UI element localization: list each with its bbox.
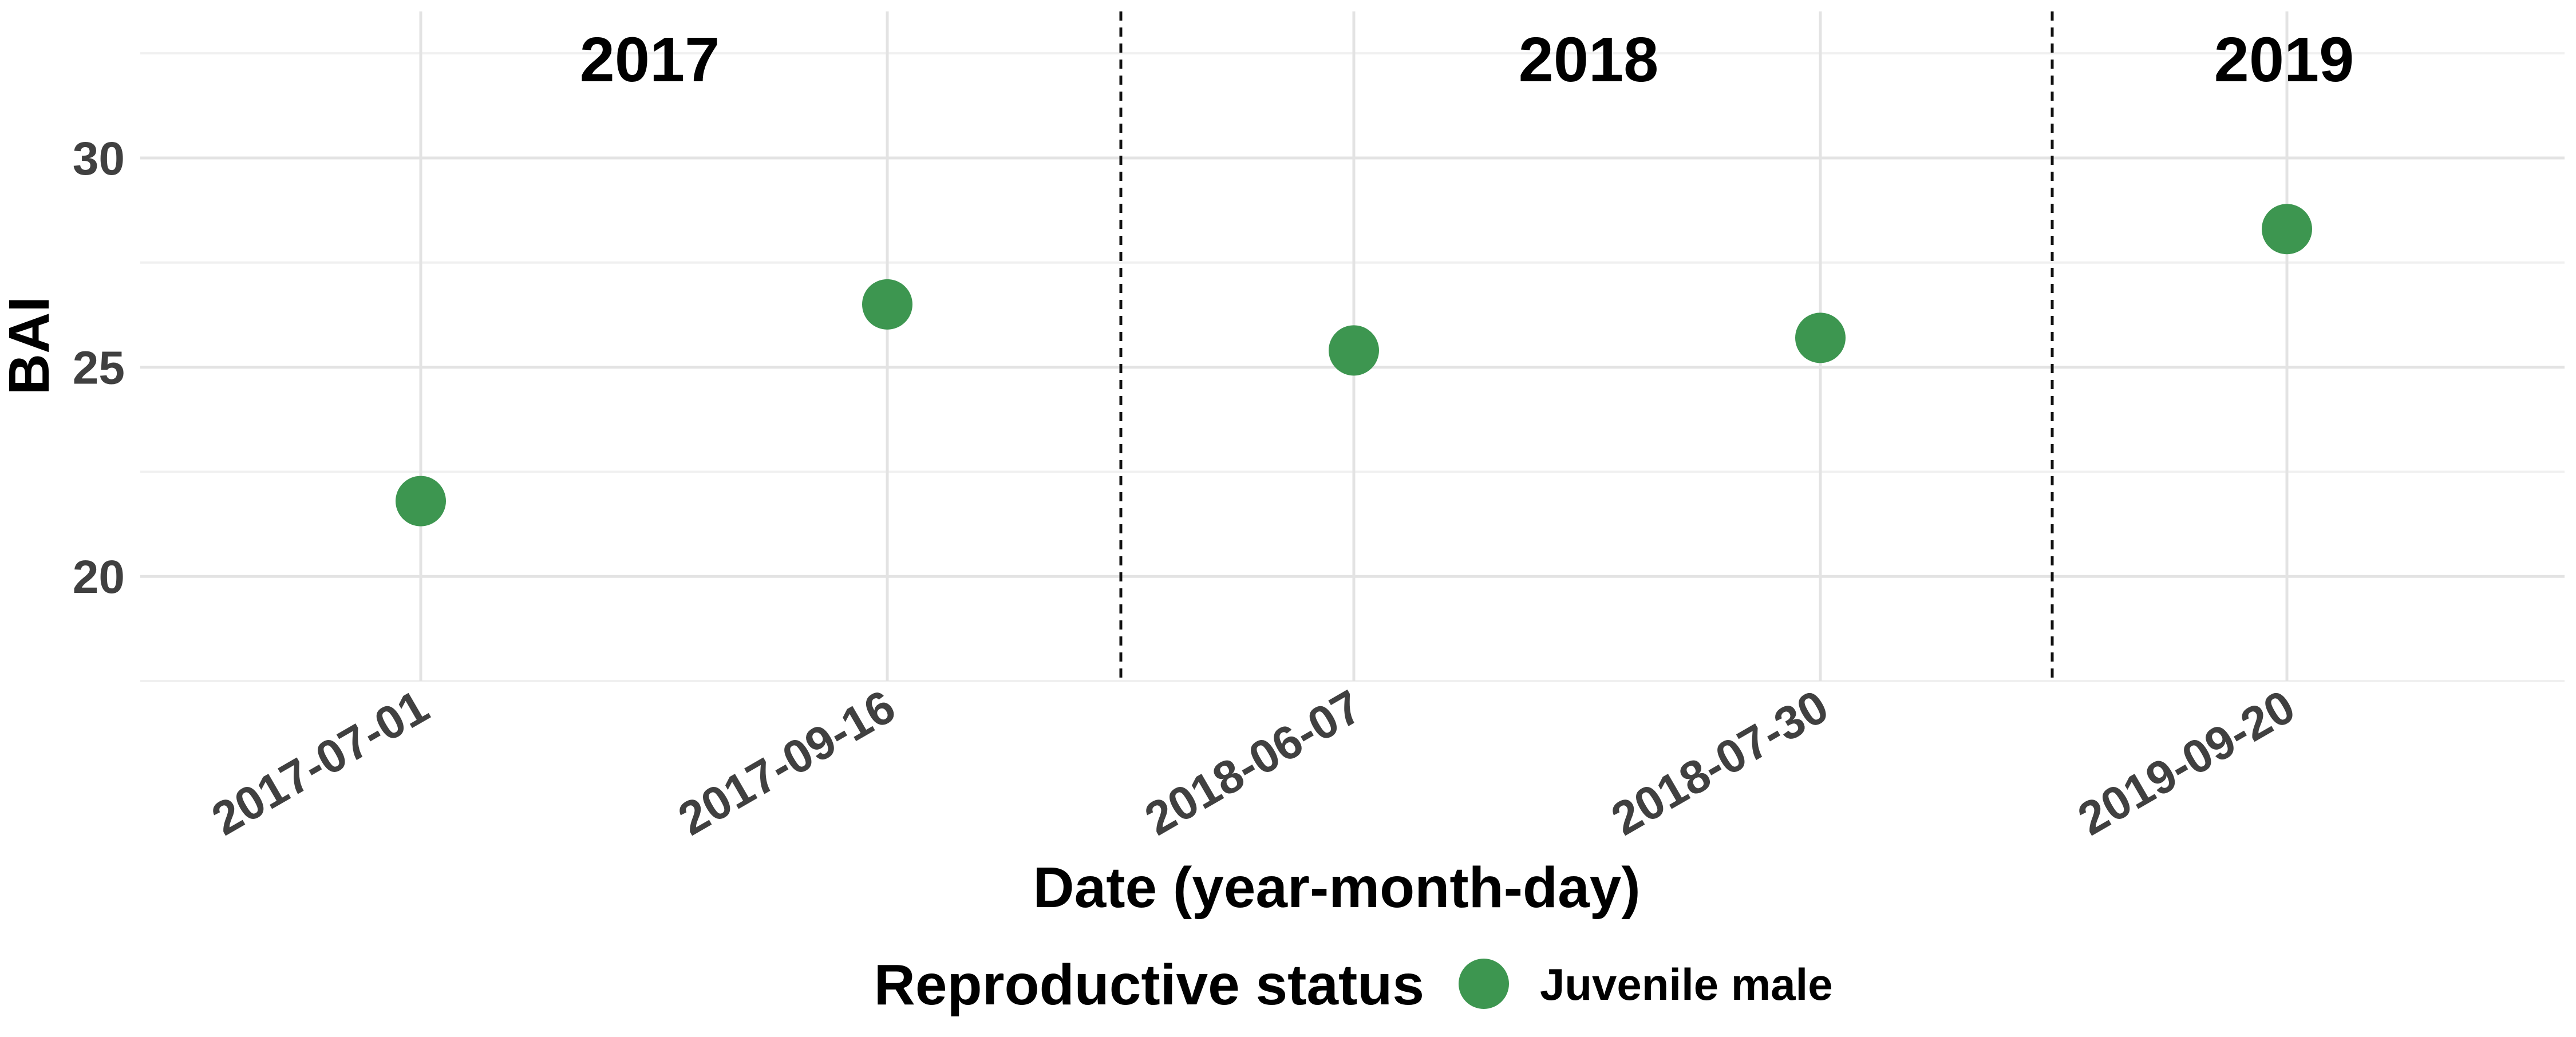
x-axis-ticks: 2017-07-01 2017-09-16 2018-06-07 2018-07-30… — [203, 680, 2304, 846]
x-tick-label: 2017-09-16 — [670, 680, 904, 846]
legend-key-juvenile-male — [1459, 959, 1509, 1009]
legend-title: Reproductive status — [874, 953, 1424, 1017]
year-panel-label: 2017 — [580, 25, 720, 95]
legend: Reproductive status Juvenile male — [874, 953, 1833, 1017]
x-tick-label: 2017-07-01 — [203, 680, 437, 846]
data-point — [2262, 204, 2312, 255]
x-tick-label: 2019-09-20 — [2069, 680, 2304, 846]
year-panel-label: 2018 — [1519, 25, 1659, 95]
x-tick-label: 2018-06-07 — [1136, 680, 1370, 846]
year-dividers — [1119, 11, 2054, 681]
data-point — [1795, 312, 1846, 363]
data-point — [396, 476, 446, 527]
year-panel-labels: 2017 2018 2019 — [580, 25, 2354, 95]
x-tick-label: 2018-07-30 — [1603, 680, 1837, 846]
data-point — [1329, 325, 1379, 376]
data-points — [396, 204, 2312, 527]
data-point — [862, 279, 912, 330]
y-tick-label: 25 — [73, 342, 125, 394]
y-tick-label: 30 — [73, 133, 125, 185]
year-panel-label: 2019 — [2214, 25, 2354, 95]
y-axis-ticks: 20 25 30 — [73, 133, 125, 603]
legend-label-juvenile-male: Juvenile male — [1540, 959, 1833, 1010]
y-tick-label: 20 — [73, 551, 125, 603]
y-axis-title: BAI — [0, 296, 61, 395]
x-axis-title: Date (year-month-day) — [1033, 856, 1640, 920]
